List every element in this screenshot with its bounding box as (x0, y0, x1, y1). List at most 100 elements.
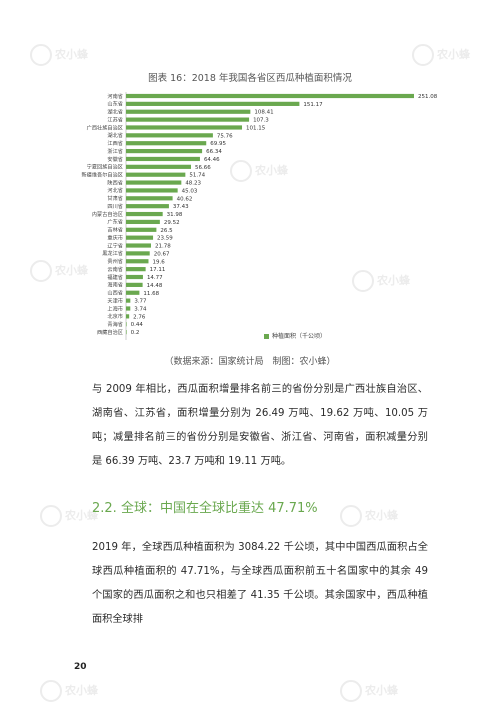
category-label: 湖北省 (107, 108, 123, 116)
value-label: 14.48 (147, 283, 163, 289)
value-label: 21.78 (155, 244, 171, 250)
watermark-text: 农小蜂 (65, 684, 98, 697)
bar (126, 330, 127, 335)
value-label: 2.76 (133, 314, 146, 320)
bar (126, 322, 127, 327)
legend-label: 种植面积（千公顷） (272, 333, 327, 340)
bar (126, 251, 150, 256)
category-label: 内蒙古自治区 (92, 210, 123, 218)
bar (126, 227, 157, 232)
value-label: 20.67 (154, 251, 170, 257)
category-label: 吉林省 (107, 226, 123, 234)
bee-logo-icon (40, 505, 62, 527)
watermark: 农小蜂 (340, 505, 398, 527)
watermark-text: 农小蜂 (377, 274, 410, 287)
category-label: 辽宁省 (107, 241, 123, 249)
value-label: 56.66 (195, 165, 211, 171)
bar (126, 243, 151, 248)
section-heading: 2.2. 全球：中国在全球比重达 47.71% (92, 501, 318, 516)
watermark-text: 农小蜂 (55, 264, 88, 277)
chart-legend: 种植面积（千公顷） (264, 331, 326, 340)
category-label: 天津市 (107, 296, 123, 304)
value-label: 75.76 (217, 133, 233, 139)
category-label: 江苏省 (107, 115, 123, 123)
category-label: 广西壮族自治区 (87, 123, 123, 131)
category-label: 陕西省 (107, 178, 123, 186)
bee-logo-icon (30, 44, 52, 66)
value-label: 108.41 (254, 110, 273, 116)
value-label: 37.43 (173, 204, 189, 210)
bar (126, 219, 160, 225)
watermark: 农小蜂 (352, 270, 410, 292)
bar (126, 117, 250, 122)
category-label: 湖北省 (107, 131, 123, 139)
bar (126, 290, 140, 295)
value-label: 45.03 (182, 188, 198, 194)
category-label: 北京市 (107, 312, 123, 320)
value-label: 251.08 (418, 94, 438, 100)
bar (126, 164, 191, 169)
bar (126, 101, 300, 106)
chart-source: （数据来源：国家统计局 制图：农小蜂） (164, 357, 336, 367)
bee-logo-icon (352, 270, 374, 292)
category-label: 河南省 (107, 92, 123, 100)
value-label: 14.77 (147, 275, 163, 281)
value-label: 31.98 (167, 212, 183, 218)
bar (126, 141, 207, 146)
category-label: 黑龙江省 (102, 249, 123, 257)
category-label: 江西省 (107, 139, 123, 147)
bee-logo-icon (230, 160, 252, 182)
body-paragraph: 与 2009 年相比，西瓜面积增量排名前三的省份分别是广西壮族自治区、湖南省、江… (92, 384, 428, 467)
value-label: 48.23 (185, 181, 201, 187)
bar (126, 148, 203, 154)
bar (126, 188, 178, 193)
watermark-text: 农小蜂 (255, 164, 288, 177)
bar (126, 196, 173, 201)
bar (126, 93, 414, 99)
category-label: 山东省 (107, 100, 123, 108)
bar (126, 133, 213, 138)
value-label: 11.68 (143, 291, 159, 297)
bar (126, 306, 131, 311)
watermark-text: 农小蜂 (365, 509, 398, 522)
value-label: 19.6 (152, 259, 165, 265)
body-paragraph: 2019 年，全球西瓜种植面积为 3084.22 千公顷，其中中国西瓜面积占全球… (92, 542, 428, 625)
bar (126, 274, 143, 280)
watermark: 农小蜂 (412, 44, 470, 66)
watermark-text: 农小蜂 (437, 48, 470, 61)
watermark: 农小蜂 (30, 44, 88, 66)
category-label: 上海市 (107, 304, 123, 312)
bar (126, 204, 169, 209)
value-label: 26.5 (160, 228, 173, 234)
bar (126, 180, 182, 185)
value-label: 3.77 (134, 299, 147, 305)
chart-title: 图表 16：2018 年我国各省区西瓜种植面积情况 (148, 73, 352, 84)
bar (126, 259, 149, 264)
value-label: 101.15 (246, 125, 266, 131)
watermark: 农小蜂 (40, 505, 98, 527)
value-label: 0.44 (131, 322, 144, 328)
category-label: 河北省 (107, 186, 123, 194)
bar (126, 125, 243, 130)
value-label: 64.46 (204, 157, 220, 163)
value-label: 40.62 (177, 196, 193, 202)
page-number: 20 (74, 662, 87, 672)
province-area-bar-chart: 河南省 251.08 山东省 151.17 湖北省 108.41 江苏省 107.3 广西壮族自… (81, 92, 438, 340)
value-label: 3.74 (134, 306, 147, 312)
watermark: 农小蜂 (30, 260, 88, 282)
category-label: 安徽省 (107, 155, 123, 163)
category-label: 宁夏回族自治区 (87, 163, 123, 171)
category-label: 云南省 (107, 265, 123, 273)
category-label: 贵州省 (107, 257, 123, 265)
bar (126, 235, 154, 240)
category-label: 新疆维吾尔自治区 (81, 171, 123, 179)
category-label: 重庆市 (107, 233, 123, 241)
bar (126, 156, 200, 162)
value-label: 17.11 (150, 267, 166, 273)
category-label: 浙江省 (107, 147, 123, 155)
bee-logo-icon (40, 680, 62, 702)
category-label: 山西省 (107, 289, 123, 297)
watermark: 农小蜂 (40, 680, 98, 702)
watermark: 农小蜂 (340, 680, 398, 702)
bar (126, 211, 163, 217)
